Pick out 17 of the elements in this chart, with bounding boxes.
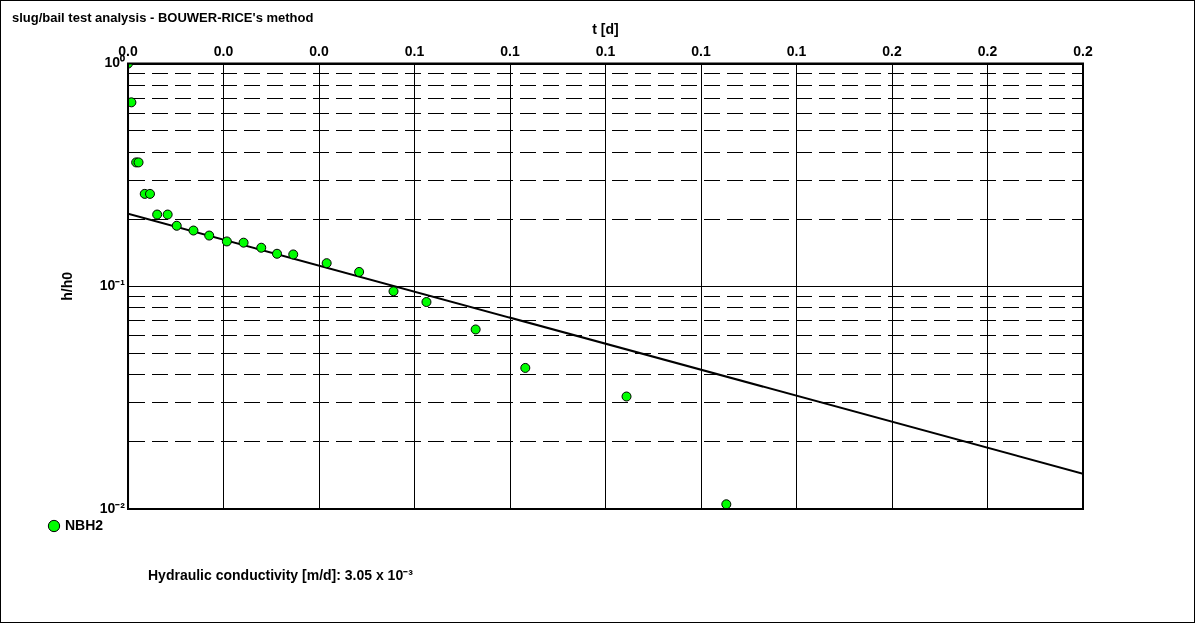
x-axis-title: t [d] xyxy=(592,21,619,38)
legend-label: NBH2 xyxy=(65,516,104,533)
x-tick-label: 0.1 xyxy=(404,43,425,60)
x-tick-label: 0.1 xyxy=(500,43,520,60)
x-tick-label: 0.0 xyxy=(309,43,329,60)
y-axis-title: h/h0 xyxy=(59,271,76,301)
x-tick-label: 0.0 xyxy=(213,43,234,60)
x-tick-label: 0.2 xyxy=(977,43,998,60)
x-tick-label: 0.1 xyxy=(786,43,807,60)
text: Hydraulic conductivity [m/d]: 3.05 x 10⁻³ xyxy=(148,566,413,584)
y-tick-label: 10⁻² xyxy=(99,499,126,516)
x-tick-label: 0.2 xyxy=(882,43,902,60)
y-tick-label: 10⁻¹ xyxy=(99,277,126,294)
x-tick-label: 0.1 xyxy=(595,43,616,60)
x-tick-label: 0.1 xyxy=(691,43,711,60)
chart-title: slug/bail test analysis - BOUWER-RICE's method xyxy=(12,10,314,25)
x-tick-label: 0.2 xyxy=(1073,43,1093,60)
